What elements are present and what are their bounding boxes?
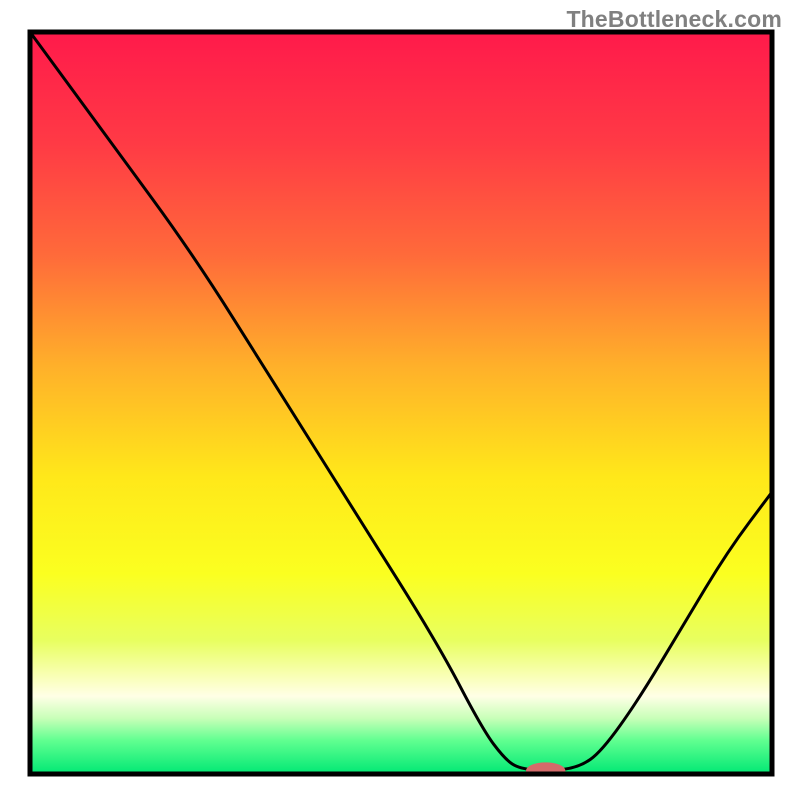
chart-container: { "watermark": { "text": "TheBottleneck.… xyxy=(0,0,800,800)
optimal-marker xyxy=(526,763,565,779)
watermark-text: TheBottleneck.com xyxy=(566,6,782,33)
bottleneck-chart xyxy=(0,0,800,800)
